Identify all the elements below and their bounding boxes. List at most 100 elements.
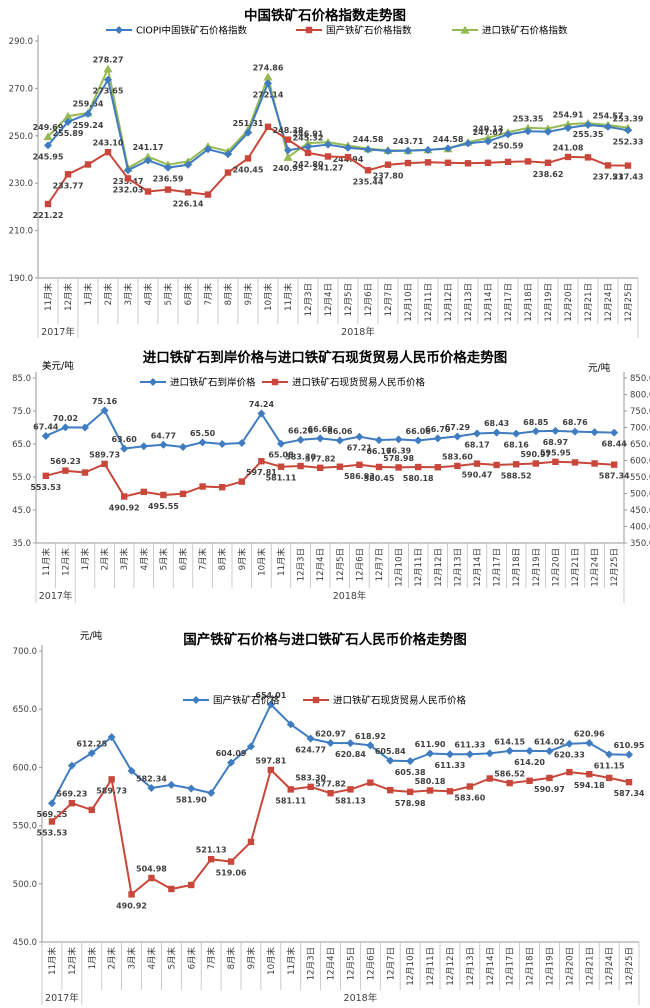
data-label: 74.24 [249, 400, 275, 409]
data-label: 583.60 [442, 452, 473, 461]
svg-text:12月11日: 12月11日 [414, 548, 424, 587]
data-label: 569.23 [50, 457, 81, 466]
data-label: 241.27 [313, 163, 344, 172]
data-label: 583.30 [285, 453, 316, 462]
data-label: 586.93 [344, 472, 375, 481]
svg-text:12月19日: 12月19日 [544, 283, 554, 322]
y2-axis-unit: 元/吨 [588, 362, 611, 374]
svg-text:12月14日: 12月14日 [473, 548, 483, 587]
data-label: 68.76 [562, 418, 588, 427]
svg-text:550.0: 550.0 [630, 473, 650, 483]
data-label: 495.55 [148, 502, 179, 511]
svg-text:12月17日: 12月17日 [493, 548, 503, 587]
data-label: 274.86 [253, 63, 284, 72]
data-label: 63.60 [112, 435, 138, 444]
data-label: 249.13 [473, 124, 504, 133]
data-label: 70.02 [53, 414, 78, 423]
data-label: 620.97 [315, 729, 346, 738]
data-label: 75.16 [92, 397, 118, 406]
svg-text:3月末: 3月末 [127, 947, 138, 970]
data-label: 578.98 [383, 454, 414, 463]
svg-text:12月20日: 12月20日 [551, 548, 561, 587]
svg-text:12月5日: 12月5日 [344, 283, 354, 316]
data-label: 252.33 [613, 137, 644, 146]
svg-text:6月末: 6月末 [186, 947, 197, 970]
data-label: 243.10 [93, 139, 124, 148]
data-label: 241.17 [133, 143, 164, 152]
data-label: 589.73 [96, 786, 127, 795]
data-label: 490.92 [109, 503, 140, 512]
legend: 进口铁矿石到岸价格 进口铁矿石现货贸易人民币价格 [140, 377, 426, 389]
data-label: 68.85 [523, 418, 549, 427]
data-label: 67.21 [347, 444, 373, 453]
data-label: 577.82 [305, 454, 336, 463]
svg-text:3月末: 3月末 [119, 548, 130, 571]
chart-import-cif-vs-rmb-trend: 进口铁矿石到岸价格与进口铁矿石现货贸易人民币价格走势图 85.0 75.0 65.0… [0, 338, 650, 612]
svg-text:4月末: 4月末 [143, 283, 154, 306]
x-axis-labels: 11月末 12月末 1月末 2月末 3月末 4月末 5月末 6月末 7月末 8月末 9月末 10月末 1… [37, 278, 639, 338]
chart-title: 中国铁矿石价格指数走势图 [244, 8, 406, 24]
svg-text:12月6日: 12月6日 [355, 548, 365, 581]
svg-text:270.0: 270.0 [9, 84, 33, 94]
data-label: 246.91 [293, 130, 324, 139]
data-label: 253.39 [613, 114, 644, 123]
svg-text:12月6日: 12月6日 [366, 947, 376, 980]
svg-text:12月21日: 12月21日 [571, 548, 581, 587]
data-label: 259.24 [73, 121, 104, 130]
data-label: 248.38 [273, 126, 304, 135]
data-label: 611.15 [594, 761, 625, 770]
data-label: 65.08 [268, 451, 294, 460]
svg-text:2月末: 2月末 [103, 283, 114, 306]
data-label: 588.52 [501, 471, 532, 480]
svg-text:11月末: 11月末 [286, 947, 297, 975]
data-label: 553.53 [30, 483, 61, 492]
data-label: 605.38 [395, 768, 426, 777]
svg-text:5月末: 5月末 [166, 947, 177, 970]
legend-label: 国产铁矿石价格指数 [326, 25, 412, 37]
svg-text:350.0: 350.0 [630, 539, 650, 549]
svg-text:400.0: 400.0 [630, 523, 650, 533]
chart-title: 进口铁矿石到岸价格与进口铁矿石现货贸易人民币价格走势图 [142, 350, 508, 366]
legend: CIOPI中国铁矿石价格指数 国产铁矿石价格指数 进口铁矿石价格指数 [106, 25, 568, 37]
data-label: 490.92 [116, 901, 147, 910]
svg-text:11月末: 11月末 [47, 947, 58, 975]
series-国产铁矿石价格指数: 221.22 233.77 243.10 232.03 226.14 240.45 248.… [33, 123, 644, 220]
svg-text:1月末: 1月末 [80, 548, 91, 571]
svg-text:650.0: 650.0 [630, 440, 650, 450]
data-label: 587.34 [614, 789, 645, 798]
svg-text:12月18日: 12月18日 [524, 283, 534, 322]
svg-text:500.0: 500.0 [630, 490, 650, 500]
svg-text:2月末: 2月末 [107, 947, 118, 970]
svg-text:2月末: 2月末 [100, 548, 111, 571]
data-label: 237.43 [613, 173, 644, 182]
svg-text:12月4日: 12月4日 [324, 283, 334, 316]
series-进口铁矿石现货贸易人民币价格: 553.53 569.23 589.73 490.92 495.55 597.81581.… [30, 448, 630, 512]
svg-text:450.0: 450.0 [630, 506, 650, 516]
chart-title: 国产铁矿石价格与进口铁矿石人民币价格走势图 [183, 632, 467, 648]
svg-text:12月14日: 12月14日 [486, 947, 496, 986]
svg-text:11月末: 11月末 [276, 548, 287, 576]
svg-text:12月18日: 12月18日 [512, 548, 522, 587]
data-label: 580.18 [403, 474, 434, 483]
svg-text:500.0: 500.0 [13, 880, 37, 890]
data-label: 254.57 [593, 111, 624, 120]
svg-text:190.0: 190.0 [9, 274, 33, 284]
data-label: 67.29 [445, 423, 471, 432]
svg-text:55.0: 55.0 [12, 473, 31, 483]
svg-text:12月13日: 12月13日 [464, 283, 474, 322]
svg-text:12月24日: 12月24日 [591, 548, 601, 587]
data-label: 66.26 [288, 426, 314, 435]
svg-text:11月末: 11月末 [41, 548, 52, 576]
svg-text:800.0: 800.0 [630, 391, 650, 401]
svg-text:11月末: 11月末 [43, 283, 54, 311]
year-label-2018: 2018年 [344, 992, 378, 1004]
svg-text:12月10日: 12月10日 [404, 283, 414, 322]
svg-text:10月末: 10月末 [256, 548, 267, 576]
chart-ciopi-index-trend: 中国铁矿石价格指数走势图 290.0 270.0 250.0 230.0 210.0 19… [0, 0, 650, 338]
data-label: 243.71 [393, 137, 424, 146]
data-label: 254.91 [553, 111, 584, 120]
data-label: 590.97 [534, 785, 565, 794]
data-label: 614.15 [494, 737, 525, 746]
